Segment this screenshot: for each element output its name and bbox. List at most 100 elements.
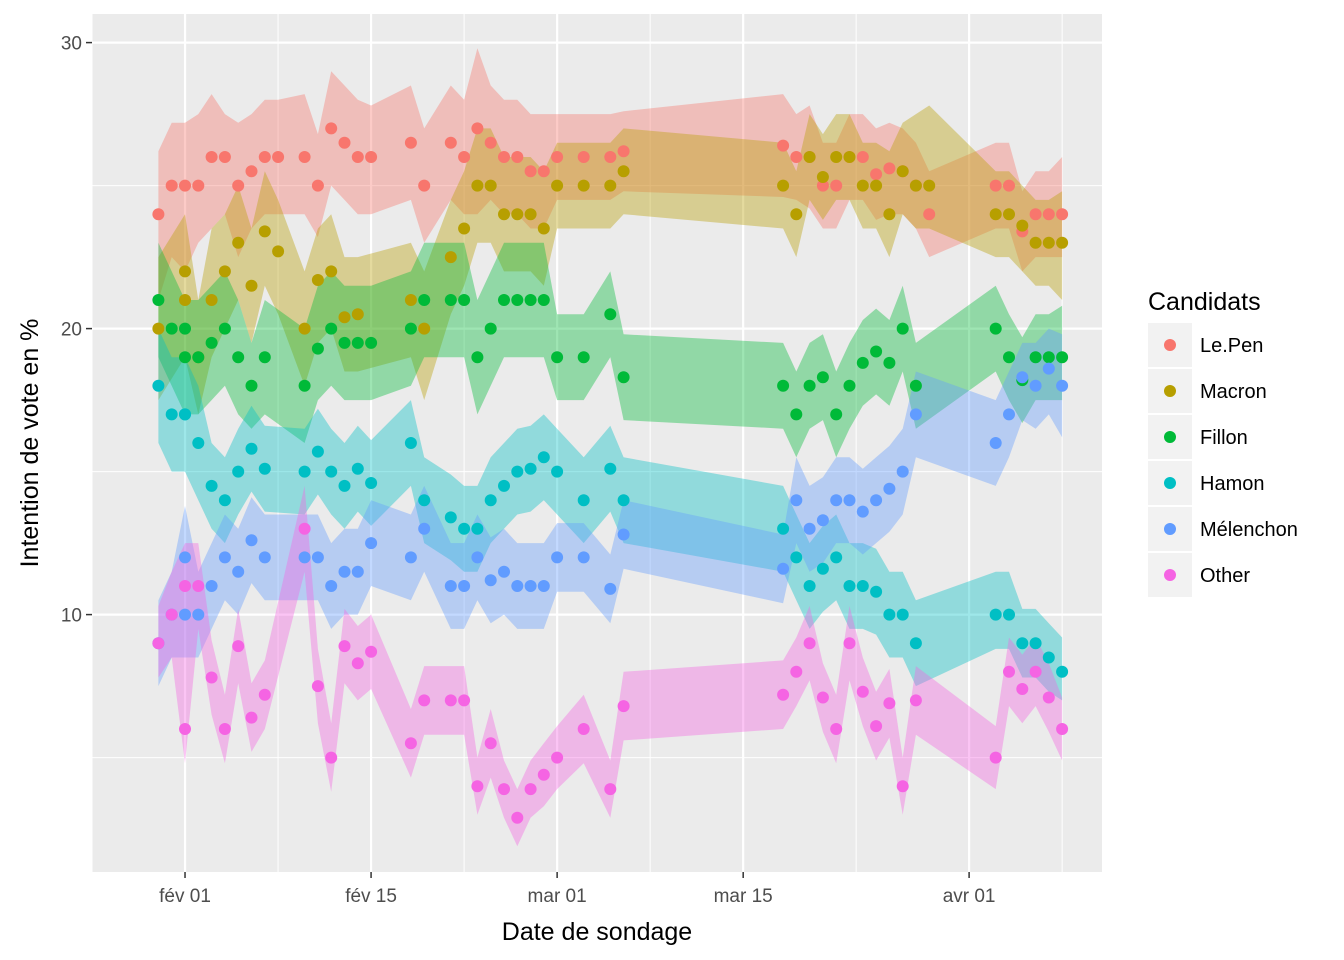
point-hamon: [1042, 651, 1055, 664]
x-axis-title: Date de sondage: [502, 918, 692, 946]
point-le-pen: [418, 179, 431, 192]
point-hamon: [883, 608, 896, 621]
point-macron: [1016, 219, 1029, 232]
point-macron: [870, 179, 883, 192]
point-other: [870, 720, 883, 733]
point-hamon: [418, 494, 431, 507]
point-le-pen: [537, 165, 550, 178]
point-le-pen: [232, 179, 245, 192]
legend-title: Candidats: [1148, 288, 1261, 316]
point-hamon: [511, 465, 524, 478]
point-macron: [179, 294, 191, 306]
point-le-pen: [258, 151, 271, 163]
point-hamon: [458, 522, 471, 535]
point-fillon: [830, 408, 843, 421]
point-fillon: [803, 379, 816, 392]
point-le-pen: [365, 151, 378, 163]
point-other: [909, 694, 922, 707]
point-hamon: [870, 585, 883, 598]
legend-marker-m-lenchon: [1164, 523, 1176, 535]
point-fillon: [856, 356, 869, 369]
point-m-lenchon: [830, 494, 843, 507]
point-m-lenchon: [338, 565, 351, 578]
point-macron: [896, 165, 909, 178]
point-hamon: [365, 477, 378, 489]
legend: Candidats Le.Pen Macron Fillon Hamon Mélench…: [1148, 288, 1298, 597]
point-hamon: [351, 462, 364, 475]
point-other: [1042, 691, 1055, 704]
point-other: [790, 665, 803, 678]
point-m-lenchon: [577, 551, 590, 564]
point-other: [551, 751, 564, 764]
point-macron: [218, 265, 231, 278]
point-m-lenchon: [444, 580, 457, 592]
point-macron: [790, 208, 803, 221]
point-fillon: [218, 322, 231, 335]
point-fillon: [471, 351, 484, 364]
point-hamon: [245, 442, 258, 455]
point-m-lenchon: [777, 562, 790, 575]
point-le-pen: [192, 179, 205, 192]
x-tick-label: mar 01: [528, 886, 587, 907]
x-tick-label: fév 01: [159, 886, 211, 907]
point-m-lenchon: [205, 580, 218, 592]
legend-label-le-pen: Le.Pen: [1200, 335, 1263, 357]
point-macron: [537, 222, 550, 235]
point-m-lenchon: [551, 551, 564, 564]
point-le-pen: [311, 179, 324, 192]
point-other: [179, 723, 191, 735]
point-macron: [258, 225, 271, 238]
point-fillon: [870, 345, 883, 358]
point-other: [152, 637, 165, 650]
point-le-pen: [484, 136, 497, 149]
major-gridlines: [92, 14, 1102, 872]
point-m-lenchon: [418, 522, 431, 535]
x-tick-label: fév 15: [345, 886, 397, 907]
point-le-pen: [179, 179, 191, 192]
point-le-pen: [870, 168, 883, 181]
point-macron: [830, 151, 843, 163]
band-other: [158, 485, 1063, 847]
point-fillon: [232, 351, 245, 364]
point-other: [484, 737, 497, 750]
point-le-pen: [444, 136, 457, 149]
point-m-lenchon: [1056, 379, 1069, 392]
x-axis: fév 01 fév 15 mar 01 mar 15 avr 01: [159, 872, 996, 907]
point-m-lenchon: [816, 514, 829, 527]
point-hamon: [909, 637, 922, 650]
point-macron: [524, 208, 537, 221]
point-fillon: [524, 294, 537, 306]
point-hamon: [498, 479, 510, 492]
point-hamon: [232, 465, 245, 478]
point-hamon: [179, 408, 191, 421]
point-hamon: [524, 462, 537, 475]
point-m-lenchon: [365, 537, 378, 550]
point-other: [471, 780, 484, 793]
point-le-pen: [989, 179, 1002, 192]
point-other: [205, 671, 218, 684]
point-fillon: [1003, 351, 1015, 364]
point-hamon: [1016, 637, 1029, 650]
point-other: [351, 657, 364, 670]
point-fillon: [790, 408, 803, 421]
point-hamon: [484, 494, 497, 507]
legend-label-m-lenchon: Mélenchon: [1200, 519, 1298, 541]
point-macron: [617, 165, 630, 178]
point-macron: [298, 322, 311, 335]
point-hamon: [989, 608, 1002, 621]
point-hamon: [617, 494, 630, 507]
point-fillon: [311, 342, 324, 355]
point-hamon: [311, 445, 324, 458]
point-m-lenchon: [311, 551, 324, 564]
point-macron: [777, 179, 790, 192]
point-hamon: [444, 511, 457, 524]
minor-gridlines: [91, 14, 1102, 872]
point-macron: [471, 179, 484, 192]
point-hamon: [471, 522, 484, 535]
point-macron: [418, 322, 431, 335]
point-macron: [511, 208, 524, 221]
legend-marker-macron: [1164, 385, 1176, 397]
legend-marker-fillon: [1164, 431, 1176, 443]
point-fillon: [777, 379, 790, 392]
point-le-pen: [923, 208, 936, 221]
